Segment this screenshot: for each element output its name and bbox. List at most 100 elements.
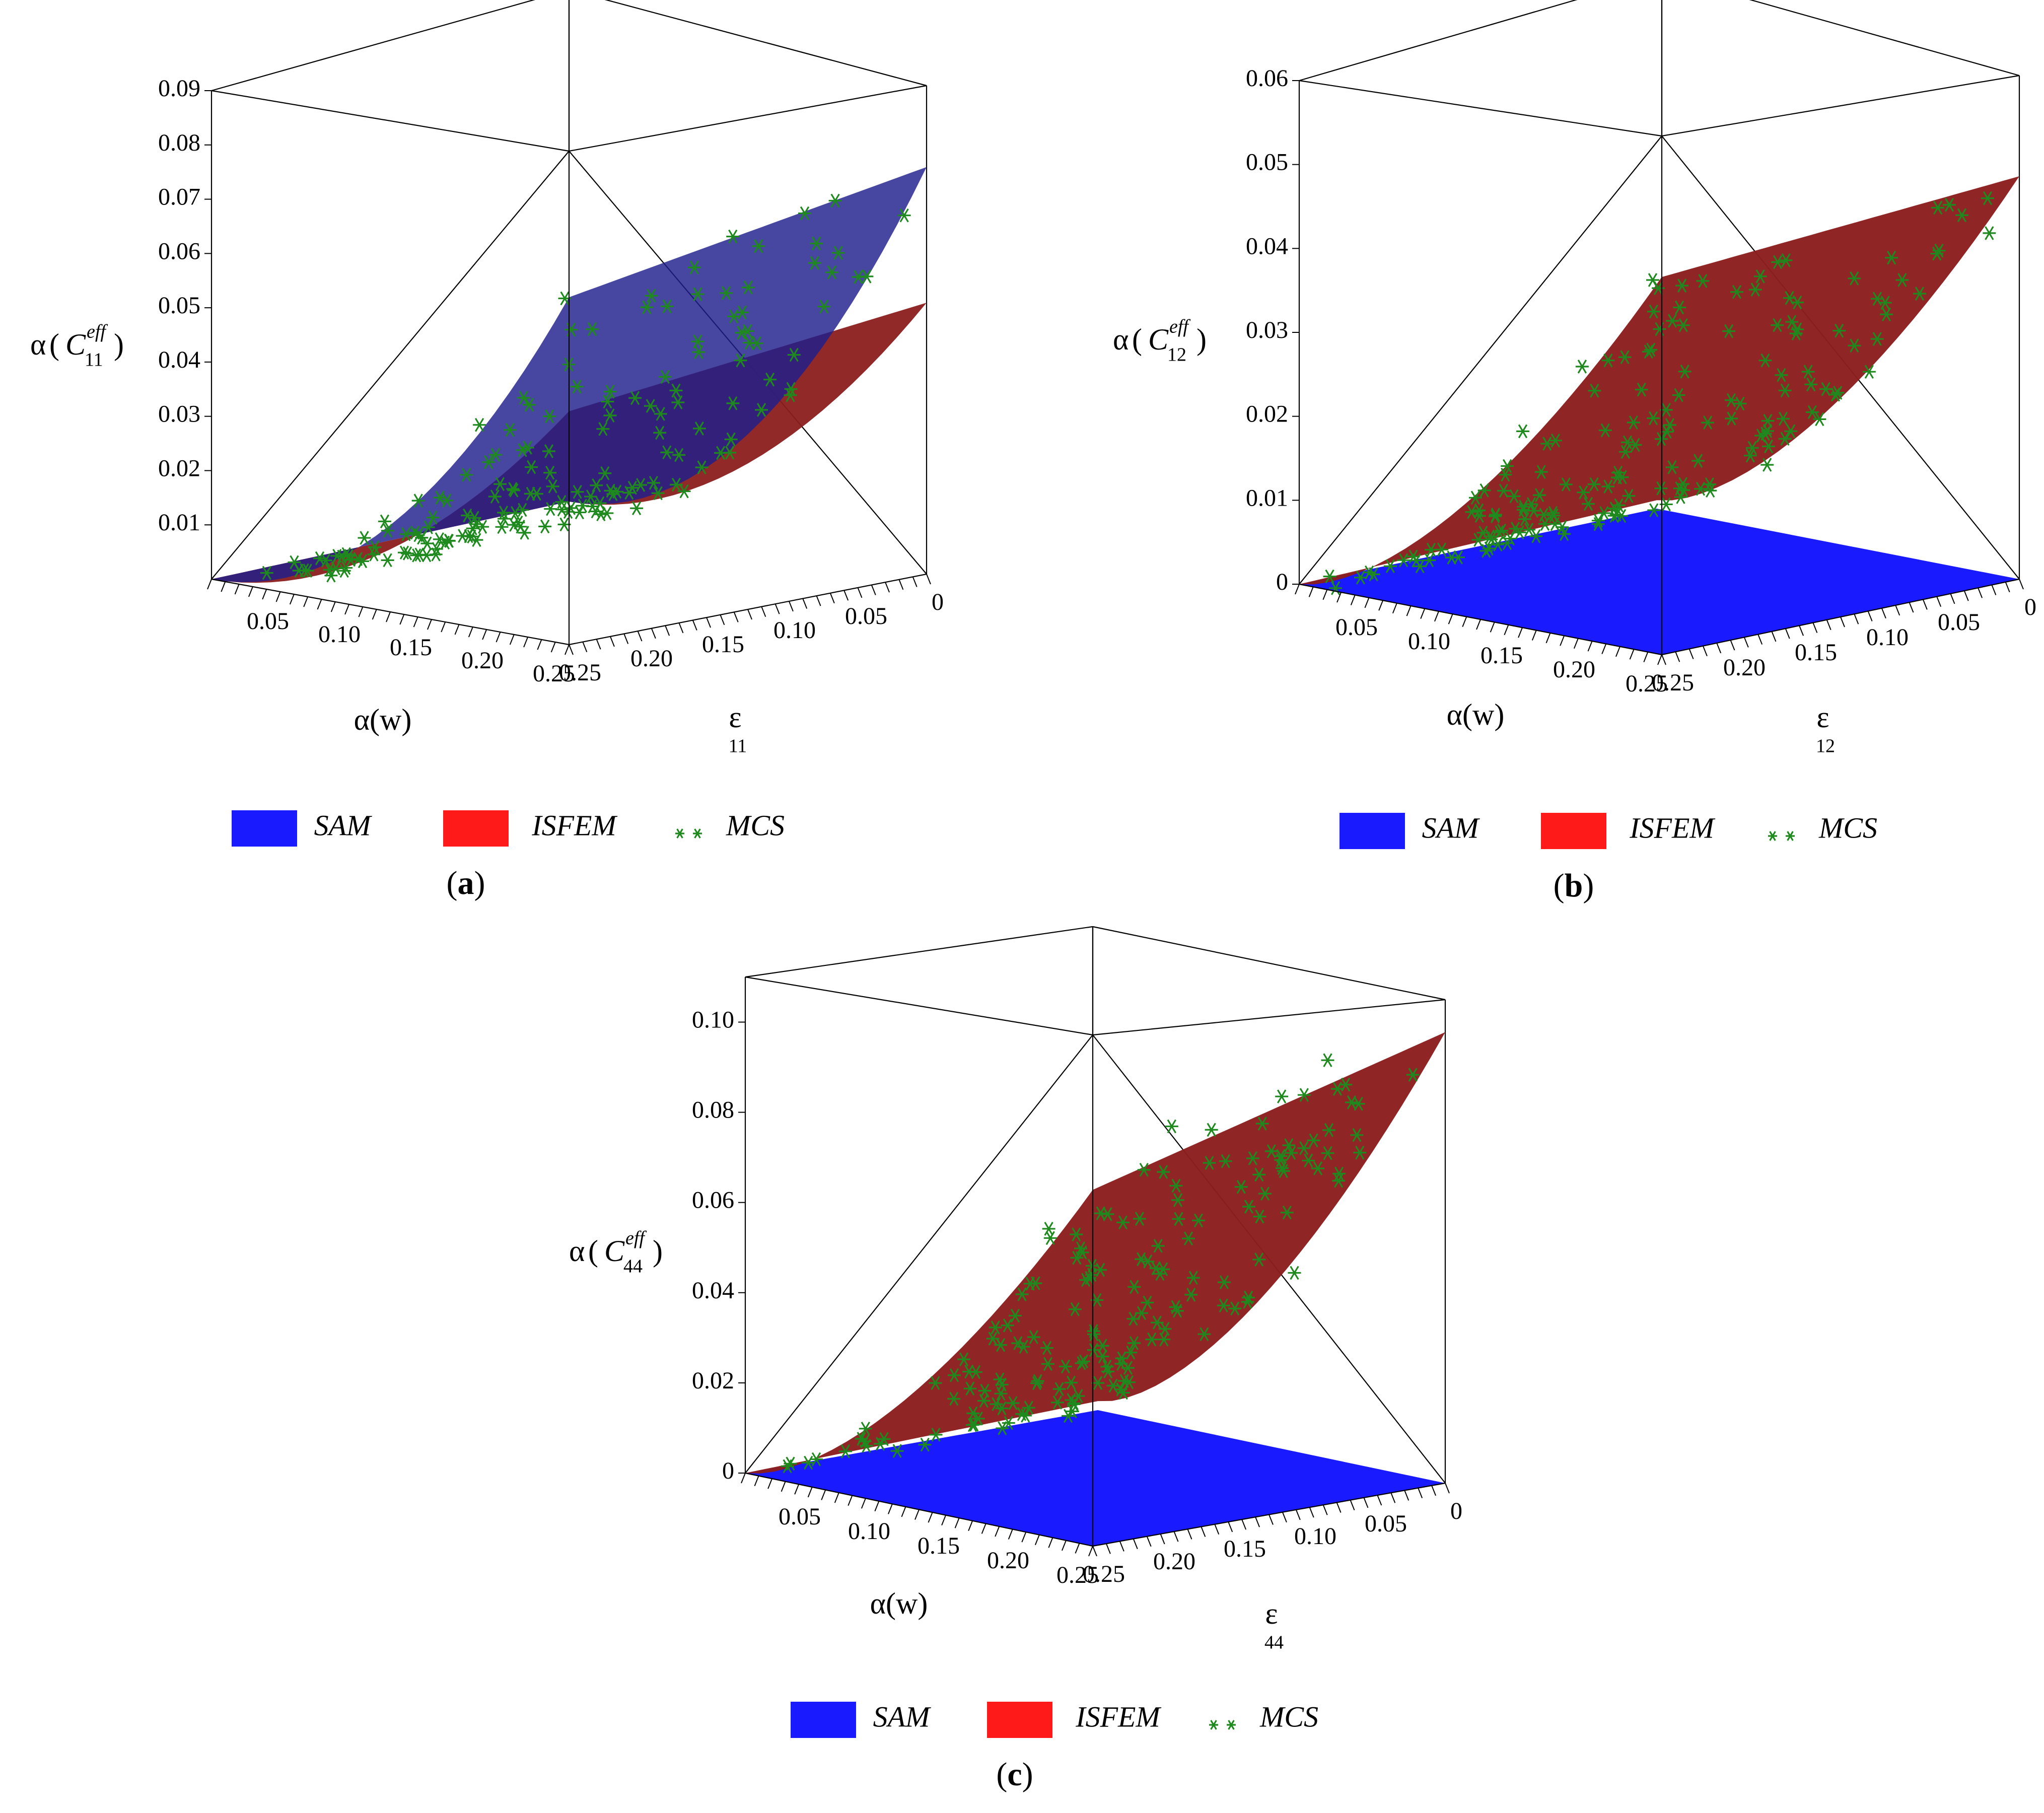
mcs-point [1785,315,1799,329]
mcs-stroke [412,548,421,563]
box-edge [1661,75,2020,137]
mcs-point [672,448,686,462]
mcs-stroke [595,496,605,510]
mcs-stroke [1915,287,1925,301]
mcs-point [1297,1141,1311,1155]
mcs-point [810,236,823,251]
mcs-stroke [1078,1245,1087,1260]
mcs-stroke [413,528,423,542]
mcs-stroke [1174,1212,1183,1226]
mcs-stroke [1044,1222,1053,1236]
mcs-point [516,443,529,457]
mcs-point [752,239,765,253]
mcs-stroke [1415,559,1425,574]
x-minor-tick [1657,654,1662,665]
panel-label-close: ) [1583,867,1594,904]
mcs-point [1647,304,1660,319]
mcs-stroke [1385,559,1395,574]
x-minor-tick [565,644,570,655]
mcs-point [1654,481,1668,496]
panel-label-close: ) [1022,1756,1033,1793]
y-minor-tick [596,639,601,650]
y-minor-tick [1418,1488,1423,1498]
mcs-stroke [1887,250,1896,265]
mcs-point [787,347,801,362]
mcs-stroke [1495,525,1504,539]
y-minor-tick [1445,1483,1450,1494]
x-minor-tick [523,637,529,648]
mcs-point [1288,1266,1301,1280]
mcs-stroke [1219,1275,1229,1289]
z-tick-label: 0.06 [158,238,200,264]
mcs-stroke [1880,296,1890,310]
y-minor-tick [1268,1514,1274,1525]
mcs-point [1703,477,1717,492]
z-tick-label: 0.06 [1246,65,1288,92]
x-minor-tick [248,586,253,597]
mcs-point [695,460,709,474]
mcs-stroke [1333,1173,1344,1188]
mcs-stroke [495,477,505,492]
mcs-point [507,483,521,498]
mcs-point [1779,253,1793,267]
mcs-stroke [303,564,312,578]
mcs-point [1406,1068,1420,1082]
mcs-stroke [1631,438,1640,452]
mcs-stroke [964,1364,974,1379]
mcs-point [825,265,838,280]
z-tick-label: 0.04 [158,346,200,373]
mcs-point [1730,285,1743,299]
x-minor-tick [1629,649,1635,660]
mcs-stroke [1624,489,1634,503]
mcs-stroke [1118,1215,1128,1230]
mcs-stroke [1482,543,1491,558]
z-label-paren-close: ) [653,1234,663,1268]
mcs-stroke [1244,1290,1253,1305]
mcs-stroke [1108,1378,1118,1393]
mcs-stroke [1983,191,1993,205]
mcs-stroke [1135,1212,1145,1226]
mcs-point [1354,570,1368,585]
mcs-stroke [1159,1332,1169,1347]
mcs-point [1493,525,1506,539]
mcs-point [603,408,617,423]
mcs-stroke [1745,448,1755,463]
y-tick-label: 0.05 [1365,1510,1407,1537]
mcs-point [1280,1205,1294,1220]
z-label-sup: eff [625,1228,647,1249]
x-minor-tick [1573,638,1579,649]
mcs-point [509,506,522,520]
panel-label-letter: c [1007,1756,1022,1793]
mcs-point [1758,353,1772,368]
x-tick-label: 0.05 [247,608,289,635]
mcs-stroke [662,445,672,460]
y-minor-tick [1336,1502,1342,1513]
mcs-stroke [1033,1374,1042,1388]
mcs-point [1525,497,1538,511]
mcs-stroke [1089,1324,1098,1338]
y-minor-tick [1730,640,1735,651]
mcs-stroke [744,335,754,350]
mcs-stroke [879,1432,889,1446]
x-minor-tick [981,1523,986,1534]
box-edge [1299,135,1662,585]
mcs-stroke [1534,488,1544,502]
mcs-point [1587,477,1601,492]
mcs-point [1181,1231,1195,1245]
mcs-point [890,1444,904,1458]
mcs-stroke [1864,365,1874,379]
mcs-point [1065,1375,1078,1390]
mcs-point [1762,439,1776,454]
y-tick-label: 0.10 [1294,1523,1336,1550]
mcs-point [1696,274,1710,288]
x-tick-label: 0.10 [318,621,361,648]
mcs-point [1157,1165,1170,1179]
mcs-stroke [1612,508,1622,522]
mcs-stroke [1200,1327,1209,1342]
mcs-stroke [1649,304,1658,319]
mcs-point [741,281,755,295]
y-axis-label: ε [1265,1597,1278,1630]
panel-label-letter: a [458,865,474,901]
mcs-point [1015,1287,1029,1301]
